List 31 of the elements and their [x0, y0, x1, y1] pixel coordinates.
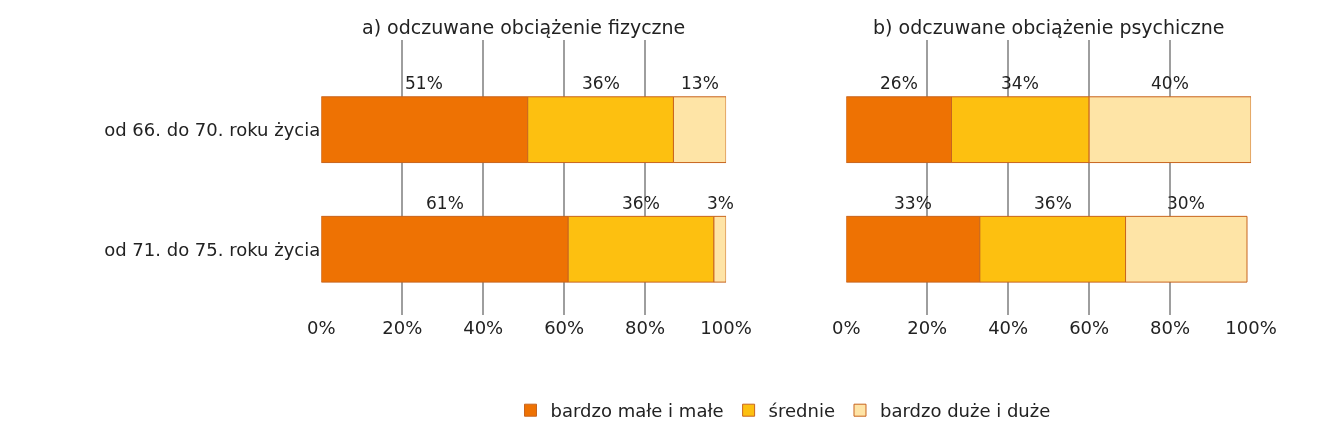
y-tick-label: od 66. do 70. roku życia [104, 118, 321, 140]
data-label: 3% [707, 193, 734, 213]
data-label: 36% [622, 193, 660, 213]
legend-label: średnie [768, 400, 835, 422]
data-label: 30% [1167, 193, 1205, 213]
y-tick-label: od 71. do 75. roku życia [104, 238, 321, 260]
x-tick-label: 0% [831, 317, 861, 338]
x-tick-label: 40% [463, 317, 504, 338]
x-tick-label: 80% [625, 317, 666, 338]
data-label: 36% [582, 73, 620, 93]
data-label: 33% [894, 193, 932, 213]
x-tick-label: 60% [1069, 317, 1110, 338]
x-tick-label: 0% [306, 317, 336, 338]
x-tick-label: 20% [382, 317, 423, 338]
data-label: 34% [1001, 73, 1039, 93]
data-label: 40% [1151, 73, 1189, 93]
x-tick-label: 80% [1150, 317, 1191, 338]
chart-title: a) odczuwane obciążenie fizyczne [362, 16, 686, 38]
legend-label: bardzo małe i małe [550, 400, 724, 422]
data-label: 36% [1034, 193, 1072, 213]
chart-title: b) odczuwane obciążenie psychiczne [873, 16, 1225, 38]
legend-label: bardzo duże i duże [879, 400, 1051, 422]
data-label: 61% [426, 193, 464, 213]
x-tick-label: 60% [544, 317, 585, 338]
x-tick-label: 100% [1225, 317, 1277, 338]
x-tick-label: 100% [700, 317, 752, 338]
x-tick-label: 20% [907, 317, 948, 338]
data-label: 26% [880, 73, 918, 93]
x-tick-label: 40% [988, 317, 1029, 338]
data-label: 13% [681, 73, 719, 93]
data-label: 51% [405, 73, 443, 93]
